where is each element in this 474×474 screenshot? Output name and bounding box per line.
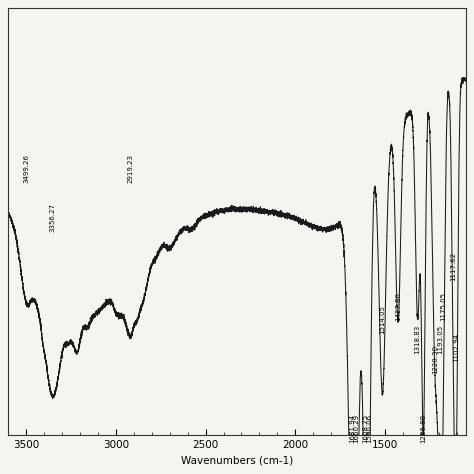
Text: 1608.75: 1608.75: [363, 414, 368, 443]
Text: 3499.26: 3499.26: [23, 154, 29, 183]
Text: 1175.05: 1175.05: [440, 292, 446, 321]
Text: 1660.29: 1660.29: [353, 414, 359, 443]
X-axis label: Wavenumbers (cm-1): Wavenumbers (cm-1): [181, 456, 293, 465]
Text: 1514.05: 1514.05: [380, 305, 385, 334]
Text: 1590.06: 1590.06: [366, 414, 372, 443]
Text: 1681.94: 1681.94: [349, 414, 356, 443]
Text: 2919.23: 2919.23: [128, 154, 133, 183]
Text: 1286.88: 1286.88: [420, 414, 426, 443]
Text: 1220.30: 1220.30: [432, 345, 438, 374]
Text: 1318.83: 1318.83: [414, 325, 420, 354]
Text: 1102.94: 1102.94: [453, 333, 459, 362]
Text: 1427.86: 1427.86: [395, 292, 401, 321]
Text: 1117.62: 1117.62: [451, 252, 456, 281]
Text: 3356.27: 3356.27: [49, 203, 55, 232]
Text: 1193.05: 1193.05: [437, 325, 443, 354]
